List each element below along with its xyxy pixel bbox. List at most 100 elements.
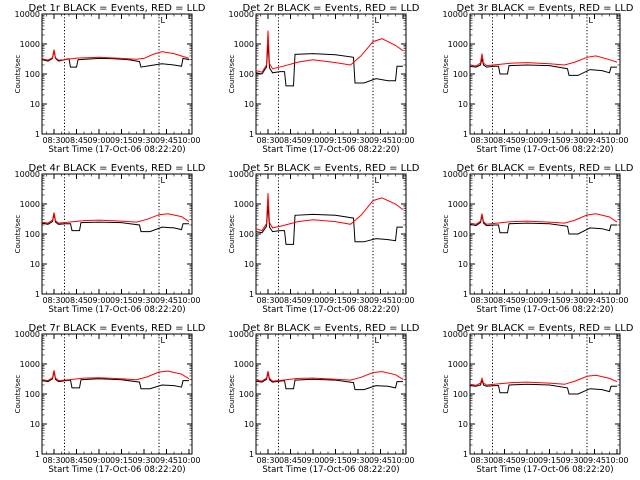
x-tick-label: 08:45 bbox=[279, 136, 302, 145]
x-tick-label: 09:45 bbox=[369, 456, 392, 465]
marker-label: L bbox=[375, 176, 380, 185]
y-tick-label: 100 bbox=[239, 230, 254, 239]
x-tick-label: 10:00 bbox=[177, 136, 200, 145]
y-axis-label: Counts/sec bbox=[442, 55, 450, 94]
marker-label: L bbox=[375, 16, 380, 25]
y-tick-label: 100 bbox=[239, 70, 254, 79]
x-tick-label: 10:00 bbox=[391, 456, 414, 465]
x-tick-label: 09:15 bbox=[324, 136, 347, 145]
x-tick-label: 09:15 bbox=[538, 456, 561, 465]
x-tick-label: 09:00 bbox=[301, 296, 324, 305]
x-tick-label: 09:30 bbox=[346, 456, 369, 465]
x-tick-label: 10:00 bbox=[177, 296, 200, 305]
x-tick-label: 09:45 bbox=[369, 136, 392, 145]
lld-series-line bbox=[41, 212, 190, 224]
y-tick-label: 10000 bbox=[229, 170, 254, 179]
detector-panel-5: Det 5r BLACK = Events, RED = LLD 1 10 100 10… bbox=[228, 163, 420, 315]
y-tick-label: 1000 bbox=[448, 360, 468, 369]
marker-label: L bbox=[161, 176, 166, 185]
x-tick-label: 09:45 bbox=[155, 136, 178, 145]
marker-label: L bbox=[161, 16, 166, 25]
lld-series-line bbox=[41, 370, 190, 382]
y-tick-label: 100 bbox=[239, 390, 254, 399]
x-axis-label: Start Time (17-Oct-06 08:22:20) bbox=[262, 465, 399, 475]
x-tick-label: 09:45 bbox=[583, 456, 606, 465]
x-tick-label: 09:45 bbox=[583, 136, 606, 145]
y-tick-label: 10 bbox=[30, 100, 40, 109]
x-tick-label: 08:30 bbox=[256, 296, 279, 305]
plot-frame bbox=[41, 13, 193, 135]
panel-title: Det 9r BLACK = Events, RED = LLD bbox=[457, 323, 634, 334]
x-tick-label: 08:45 bbox=[493, 296, 516, 305]
y-tick-label: 10000 bbox=[15, 170, 40, 179]
y-axis-label: Counts/sec bbox=[228, 375, 236, 414]
x-tick-label: 08:45 bbox=[65, 296, 88, 305]
y-tick-label: 1000 bbox=[234, 200, 254, 209]
y-tick-label: 10 bbox=[458, 420, 468, 429]
x-tick-label: 08:45 bbox=[493, 136, 516, 145]
x-tick-label: 08:30 bbox=[42, 296, 65, 305]
y-tick-label: 10000 bbox=[15, 10, 40, 19]
panel-title: Det 8r BLACK = Events, RED = LLD bbox=[243, 323, 420, 334]
y-tick-label: 1000 bbox=[448, 40, 468, 49]
y-tick-label: 1000 bbox=[20, 360, 40, 369]
x-tick-label: 10:00 bbox=[391, 136, 414, 145]
x-axis-label: Start Time (17-Oct-06 08:22:20) bbox=[476, 145, 613, 155]
x-tick-label: 09:15 bbox=[324, 296, 347, 305]
x-tick-label: 10:00 bbox=[605, 136, 628, 145]
x-tick-label: 09:15 bbox=[538, 296, 561, 305]
x-tick-label: 10:00 bbox=[605, 456, 628, 465]
x-tick-label: 08:30 bbox=[256, 136, 279, 145]
y-tick-label: 10000 bbox=[443, 330, 468, 339]
x-tick-label: 09:45 bbox=[583, 296, 606, 305]
y-tick-label: 10 bbox=[244, 100, 254, 109]
panel-title: Det 1r BLACK = Events, RED = LLD bbox=[29, 3, 206, 14]
y-axis-label: Counts/sec bbox=[442, 215, 450, 254]
marker-label: L bbox=[589, 176, 594, 185]
lld-series-line bbox=[469, 53, 618, 67]
detector-panel-1: Det 1r BLACK = Events, RED = LLD 1 10 100 10… bbox=[14, 3, 206, 155]
detector-panel-6: Det 6r BLACK = Events, RED = LLD 1 10 100 10… bbox=[442, 163, 634, 315]
panel-title: Det 2r BLACK = Events, RED = LLD bbox=[243, 3, 420, 14]
y-tick-label: 1000 bbox=[234, 360, 254, 369]
x-tick-label: 09:00 bbox=[301, 456, 324, 465]
y-tick-label: 100 bbox=[453, 70, 468, 79]
x-tick-label: 09:15 bbox=[110, 136, 133, 145]
x-tick-label: 09:30 bbox=[346, 296, 369, 305]
x-tick-label: 08:45 bbox=[65, 456, 88, 465]
x-tick-label: 09:00 bbox=[87, 136, 110, 145]
x-tick-label: 09:30 bbox=[560, 136, 583, 145]
x-tick-label: 09:30 bbox=[346, 136, 369, 145]
x-tick-label: 09:45 bbox=[155, 456, 178, 465]
plot-frame bbox=[41, 333, 193, 455]
lld-series-line bbox=[255, 193, 404, 232]
y-tick-label: 10 bbox=[30, 420, 40, 429]
y-tick-label: 100 bbox=[453, 230, 468, 239]
y-axis-label: Counts/sec bbox=[14, 55, 22, 94]
events-series-line bbox=[469, 215, 617, 235]
y-tick-label: 10000 bbox=[229, 10, 254, 19]
x-tick-label: 08:30 bbox=[470, 456, 493, 465]
y-axis-label: Counts/sec bbox=[442, 375, 450, 414]
panel-title: Det 7r BLACK = Events, RED = LLD bbox=[29, 323, 206, 334]
x-tick-label: 08:30 bbox=[470, 296, 493, 305]
y-axis-label: Counts/sec bbox=[228, 55, 236, 94]
y-tick-label: 1000 bbox=[234, 40, 254, 49]
x-tick-label: 09:45 bbox=[155, 296, 178, 305]
y-tick-label: 100 bbox=[25, 70, 40, 79]
x-axis-label: Start Time (17-Oct-06 08:22:20) bbox=[48, 465, 185, 475]
x-tick-label: 08:30 bbox=[256, 456, 279, 465]
x-tick-label: 08:45 bbox=[65, 136, 88, 145]
x-tick-label: 09:00 bbox=[515, 296, 538, 305]
x-tick-label: 09:45 bbox=[369, 296, 392, 305]
x-axis-label: Start Time (17-Oct-06 08:22:20) bbox=[48, 145, 185, 155]
lld-series-line bbox=[255, 30, 404, 73]
plot-frame bbox=[469, 13, 621, 135]
marker-label: L bbox=[589, 336, 594, 345]
x-tick-label: 08:45 bbox=[279, 456, 302, 465]
x-tick-label: 09:15 bbox=[324, 456, 347, 465]
detector-panel-9: Det 9r BLACK = Events, RED = LLD 1 10 100 10… bbox=[442, 323, 634, 475]
y-tick-label: 1 bbox=[463, 450, 468, 459]
x-tick-label: 09:00 bbox=[515, 456, 538, 465]
detector-panel-3: Det 3r BLACK = Events, RED = LLD 1 10 100 10… bbox=[442, 3, 634, 155]
